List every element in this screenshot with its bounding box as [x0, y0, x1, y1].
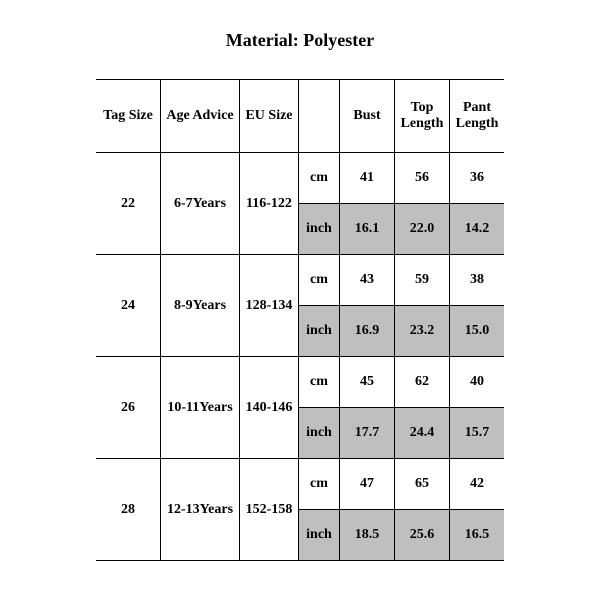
table-header: Tag Size Age Advice EU Size Bust Top Len…	[96, 80, 504, 153]
cell-age-advice: 10-11Years	[161, 357, 240, 459]
cell-top-length: 65	[395, 459, 450, 510]
cell-pant-length: 15.7	[450, 408, 505, 459]
table-row: 28 12-13Years 152-158 cm 47 65 42	[96, 459, 504, 510]
cell-bust: 16.9	[340, 306, 395, 357]
table-row: 24 8-9Years 128-134 cm 43 59 38	[96, 255, 504, 306]
cell-age-advice: 6-7Years	[161, 153, 240, 255]
cell-unit-cm: cm	[299, 357, 340, 408]
cell-eu-size: 152-158	[240, 459, 299, 561]
cell-bust: 41	[340, 153, 395, 204]
cell-pant-length: 40	[450, 357, 505, 408]
cell-bust: 18.5	[340, 510, 395, 561]
col-bust: Bust	[340, 80, 395, 153]
cell-eu-size: 128-134	[240, 255, 299, 357]
table-body: 22 6-7Years 116-122 cm 41 56 36 inch 16.…	[96, 153, 504, 561]
cell-bust: 17.7	[340, 408, 395, 459]
cell-tag-size: 26	[96, 357, 161, 459]
cell-age-advice: 8-9Years	[161, 255, 240, 357]
col-pant-length-label: Pant Length	[456, 100, 499, 131]
cell-top-length: 24.4	[395, 408, 450, 459]
col-pant-length: Pant Length	[450, 80, 505, 153]
cell-pant-length: 14.2	[450, 204, 505, 255]
col-top-length: Top Length	[395, 80, 450, 153]
cell-top-length: 23.2	[395, 306, 450, 357]
cell-top-length: 22.0	[395, 204, 450, 255]
cell-pant-length: 42	[450, 459, 505, 510]
cell-unit-inch: inch	[299, 408, 340, 459]
cell-tag-size: 22	[96, 153, 161, 255]
cell-age-advice: 12-13Years	[161, 459, 240, 561]
cell-pant-length: 36	[450, 153, 505, 204]
page-title: Material: Polyester	[0, 30, 600, 51]
cell-pant-length: 38	[450, 255, 505, 306]
cell-unit-cm: cm	[299, 255, 340, 306]
cell-unit-cm: cm	[299, 459, 340, 510]
col-tag-size: Tag Size	[96, 80, 161, 153]
cell-top-length: 59	[395, 255, 450, 306]
cell-pant-length: 15.0	[450, 306, 505, 357]
cell-bust: 43	[340, 255, 395, 306]
cell-unit-inch: inch	[299, 510, 340, 561]
cell-pant-length: 16.5	[450, 510, 505, 561]
cell-unit-inch: inch	[299, 306, 340, 357]
table-row: 22 6-7Years 116-122 cm 41 56 36	[96, 153, 504, 204]
page: Material: Polyester Tag Size Age Advice …	[0, 0, 600, 600]
cell-bust: 47	[340, 459, 395, 510]
col-top-length-label: Top Length	[401, 100, 444, 131]
col-eu-size: EU Size	[240, 80, 299, 153]
cell-top-length: 62	[395, 357, 450, 408]
header-row: Tag Size Age Advice EU Size Bust Top Len…	[96, 80, 504, 153]
cell-eu-size: 140-146	[240, 357, 299, 459]
cell-eu-size: 116-122	[240, 153, 299, 255]
cell-tag-size: 24	[96, 255, 161, 357]
cell-unit-inch: inch	[299, 204, 340, 255]
col-age-advice: Age Advice	[161, 80, 240, 153]
cell-top-length: 56	[395, 153, 450, 204]
cell-unit-cm: cm	[299, 153, 340, 204]
cell-tag-size: 28	[96, 459, 161, 561]
cell-top-length: 25.6	[395, 510, 450, 561]
cell-bust: 16.1	[340, 204, 395, 255]
col-unit	[299, 80, 340, 153]
cell-bust: 45	[340, 357, 395, 408]
size-table: Tag Size Age Advice EU Size Bust Top Len…	[96, 79, 504, 561]
table-row: 26 10-11Years 140-146 cm 45 62 40	[96, 357, 504, 408]
